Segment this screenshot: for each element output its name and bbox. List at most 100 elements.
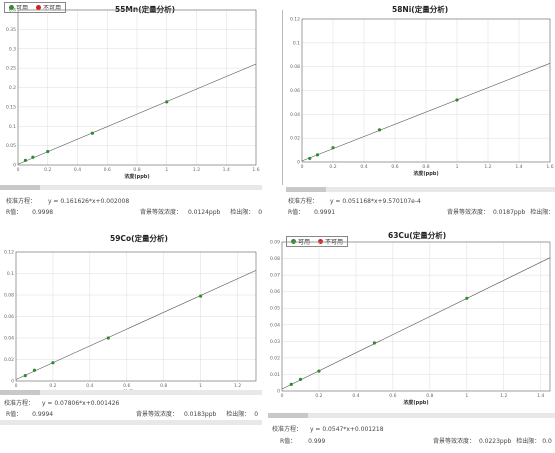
equation-value: y = 0.07806*x+0.001426	[41, 400, 120, 407]
y-tick-label: 0	[297, 160, 300, 166]
y-tick-label: 0.1	[9, 124, 16, 130]
r-value: 0.999	[308, 438, 326, 445]
y-tick-label: 0.25	[6, 66, 16, 72]
y-tick-label: 0.4	[9, 8, 16, 14]
bec-value: 0.0124ppb	[187, 209, 221, 216]
r-value: 0.9998	[32, 209, 54, 216]
r-row: R值： 0.9991	[288, 207, 335, 216]
calibration-panel-co: 59Co(定量分析) 0 0.02 0.04 0.06 0.08 0.1 0.12 0 0.2 0…	[0, 226, 268, 453]
x-tick-label: 0	[281, 393, 284, 399]
x-tick-label: 1.4	[537, 393, 544, 399]
dl-label: 检出限：	[530, 209, 555, 216]
data-point	[317, 369, 321, 373]
y-tick-label: 0.06	[270, 289, 280, 295]
regression-line	[15, 270, 257, 380]
scrollbar-thumb[interactable]	[268, 413, 308, 418]
r-row: R值： 0.999	[280, 436, 325, 445]
y-tick-label: 0.02	[4, 357, 14, 363]
y-tick-label: 0.06	[290, 88, 300, 94]
red-dot-icon	[36, 5, 42, 10]
data-point	[289, 382, 293, 386]
r-row: R值： 0.9998	[6, 207, 53, 216]
x-tick-label: 0.4	[352, 393, 359, 399]
x-tick-label: 1	[456, 164, 459, 170]
plot-frame	[15, 251, 257, 382]
dl-label: 检出限：	[226, 411, 251, 418]
x-tick-label: 0.6	[104, 167, 111, 173]
horizontal-scrollbar[interactable]	[0, 185, 262, 190]
x-tick-label: 0.4	[86, 383, 93, 389]
data-point	[298, 377, 303, 382]
scrollbar-thumb[interactable]	[0, 390, 40, 395]
bec-row: 背景等效浓度： 0.0124ppb 检出限： 0	[140, 207, 262, 216]
x-tick-label: 0	[17, 167, 20, 173]
y-tick-label: 0.1	[7, 271, 14, 277]
chart-title: 55Mn(定量分析)	[115, 5, 176, 14]
bec-label: 背景等效浓度：	[140, 209, 183, 216]
plot-frame	[281, 241, 551, 392]
y-tick-label: 0	[11, 379, 14, 385]
r-value: 0.9991	[314, 209, 336, 216]
y-tick-label: 0.02	[290, 136, 300, 142]
x-tick-label: 0.8	[426, 393, 433, 399]
red-dot-icon	[318, 239, 324, 244]
x-tick-label: 1.6	[546, 164, 553, 170]
x-tick-label: 0	[301, 164, 304, 170]
y-tick-label: 0.06	[4, 314, 14, 320]
data-point	[51, 361, 55, 365]
horizontal-scrollbar[interactable]	[0, 390, 262, 395]
data-point	[32, 368, 37, 372]
scrollbar-thumb[interactable]	[286, 187, 326, 192]
y-tick-label: 0	[277, 389, 280, 395]
plot-59co: 0 0.02 0.04 0.06 0.08 0.1 0.12 0 0.2 0.4 0.6 0.8 1 1.…	[4, 250, 257, 396]
scrollbar-thumb[interactable]	[0, 185, 40, 190]
x-axis-label: 浓度(ppb)	[403, 399, 428, 406]
data-point	[372, 341, 377, 345]
horizontal-scrollbar[interactable]	[286, 187, 555, 192]
y-tick-label: 0.04	[4, 336, 14, 342]
y-tick-label: 0.04	[270, 322, 280, 328]
x-tick-label: 1.2	[484, 164, 491, 170]
x-tick-label: 1	[465, 393, 468, 399]
legend-usable: 可用	[291, 237, 310, 246]
equation-value: y = 0.161626*x+0.002008	[47, 198, 130, 205]
horizontal-scrollbar[interactable]	[268, 413, 555, 418]
x-tick-label: 1	[165, 167, 168, 173]
r-label: R值：	[280, 438, 297, 445]
legend-usable: 可用	[9, 3, 28, 12]
chart-title: 58Ni(定量分析)	[392, 5, 449, 14]
panel-divider	[282, 10, 283, 185]
data-point	[46, 149, 50, 154]
green-dot-icon	[9, 5, 14, 10]
x-tick-label: 1.2	[193, 167, 200, 173]
x-tick-label: 0.2	[315, 393, 322, 399]
regression-line	[17, 63, 257, 165]
equation-label: 校准方程：	[272, 426, 303, 433]
bottom-scrollbar[interactable]	[0, 420, 262, 425]
bec-row: 背景等效浓度： 0.0223ppb 检出限： 0.0	[433, 436, 552, 445]
bec-label: 背景等效浓度：	[433, 438, 476, 445]
y-tick-label: 0.05	[270, 306, 280, 312]
legend-unusable: 不可用	[318, 237, 343, 246]
x-tick-label: 0.6	[389, 393, 396, 399]
x-tick-label: 1.6	[252, 167, 259, 173]
calibration-panel-ni: 58Ni(定量分析) 0 0.02 0.04 0.06 0.08 0.1 0.12 0 0.2 0…	[282, 0, 555, 222]
y-tick-label: 0.12	[4, 250, 14, 256]
y-tick-label: 0.09	[270, 240, 280, 246]
equation-row: 校准方程： y = 0.161626*x+0.002008	[6, 196, 129, 205]
x-tick-label: 1.4	[515, 164, 522, 170]
y-tick-label: 0.03	[270, 339, 280, 345]
data-point	[23, 374, 27, 378]
r-value: 0.9994	[32, 411, 54, 418]
y-tick-label: 0.01	[270, 372, 280, 378]
plot-frame	[301, 18, 551, 163]
x-tick-label: 1.2	[500, 393, 507, 399]
plot-63cu: 0 0.01 0.02 0.03 0.04 0.05 0.06 0.07 0.08 0.09 0 0.…	[270, 240, 551, 406]
legend-unusable: 不可用	[36, 3, 61, 12]
data-point	[106, 336, 110, 340]
bec-label: 背景等效浓度：	[447, 209, 490, 216]
bec-value: 0.0223ppb	[478, 438, 512, 445]
green-dot-icon	[291, 239, 296, 244]
bec-value: 0.0183ppb	[183, 411, 217, 418]
equation-row: 校准方程： y = 0.051168*x+9.570107e-4	[288, 196, 421, 205]
